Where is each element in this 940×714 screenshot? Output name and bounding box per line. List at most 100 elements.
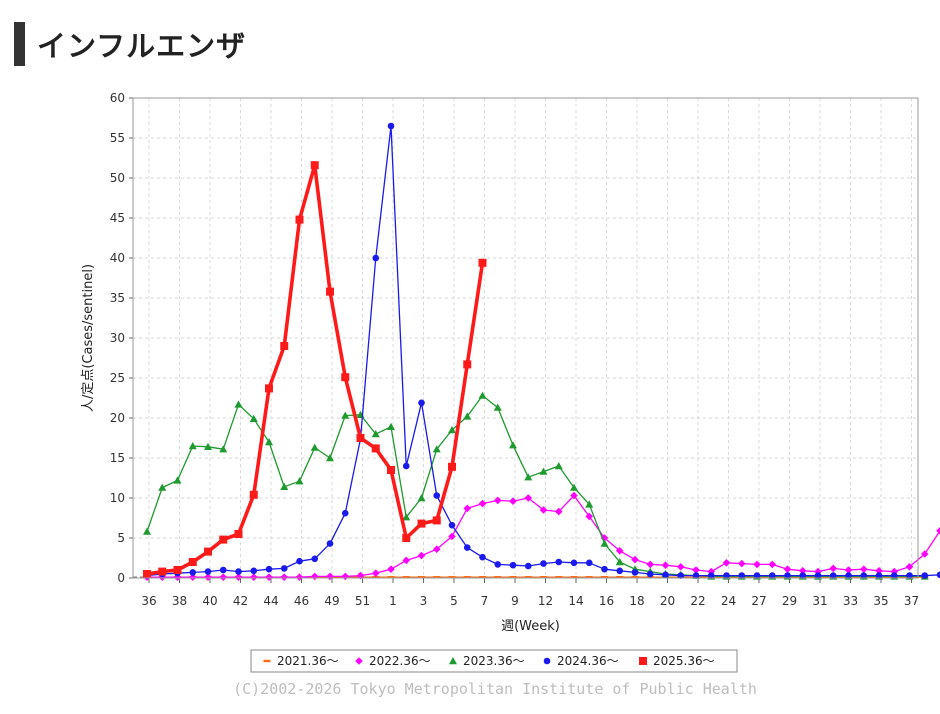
data-point	[570, 483, 578, 491]
data-point	[936, 571, 940, 579]
data-point	[265, 384, 273, 393]
data-point	[936, 527, 940, 535]
data-point	[433, 492, 441, 499]
data-point	[585, 512, 594, 521]
data-point	[478, 499, 487, 508]
legend-marker	[355, 657, 363, 665]
x-tick-label: 44	[263, 594, 278, 608]
x-tick-label: 7	[481, 594, 489, 608]
data-point	[906, 572, 913, 579]
page-title: インフルエンザ	[37, 29, 247, 63]
y-tick-label: 0	[117, 571, 125, 585]
data-point	[158, 483, 167, 491]
data-point	[920, 550, 929, 558]
data-point	[753, 560, 761, 569]
data-point	[677, 572, 685, 579]
y-tick-label: 45	[110, 211, 125, 225]
data-point	[296, 557, 303, 565]
data-point	[555, 576, 563, 579]
x-tick-label: 3	[420, 594, 428, 608]
data-point	[615, 547, 624, 555]
data-point	[387, 576, 395, 579]
data-point	[143, 527, 151, 535]
y-tick-label: 30	[110, 331, 125, 345]
data-point	[173, 566, 182, 574]
series-line	[146, 394, 925, 578]
x-tick-label: 1	[389, 594, 397, 608]
data-point	[601, 565, 608, 573]
data-point	[601, 576, 608, 579]
data-point	[723, 572, 730, 579]
series-202536	[143, 161, 487, 578]
data-point	[646, 560, 655, 569]
data-point	[295, 477, 304, 485]
legend-label: 2021.36〜	[277, 654, 339, 668]
data-point	[432, 445, 441, 453]
data-point	[387, 422, 395, 430]
data-point	[310, 572, 319, 581]
data-point	[204, 442, 212, 450]
x-tick-label: 14	[568, 594, 583, 608]
y-axis-label: 人/定点(Cases/sentinel)	[81, 264, 96, 412]
data-point	[737, 559, 746, 568]
legend-marker	[449, 657, 457, 665]
data-point	[219, 573, 228, 581]
data-point	[478, 391, 487, 399]
data-point	[524, 562, 532, 570]
data-point	[631, 576, 639, 579]
data-point	[616, 576, 624, 579]
series-202436	[143, 122, 940, 579]
x-tick-label: 16	[599, 594, 614, 608]
data-point	[448, 576, 456, 579]
data-point	[249, 414, 258, 422]
data-point	[387, 122, 395, 130]
data-point	[402, 534, 411, 542]
x-tick-label: 9	[511, 594, 519, 608]
data-point	[188, 573, 197, 581]
data-point	[234, 573, 243, 581]
series-line	[146, 163, 485, 576]
data-point	[341, 411, 350, 419]
x-tick-label: 38	[172, 594, 187, 608]
data-point	[798, 567, 807, 575]
data-point	[890, 567, 899, 576]
data-point	[479, 576, 486, 579]
data-point	[433, 576, 441, 579]
data-point	[585, 559, 593, 567]
data-point	[295, 215, 304, 224]
data-point	[829, 572, 837, 579]
legend-marker	[639, 657, 647, 665]
data-point	[326, 287, 334, 296]
data-point	[646, 570, 654, 578]
data-point	[539, 467, 548, 475]
data-point	[188, 558, 197, 566]
chart-series	[143, 122, 940, 581]
data-point	[387, 565, 395, 573]
data-point	[722, 559, 731, 567]
data-point	[554, 507, 563, 516]
data-point	[738, 572, 746, 579]
x-tick-label: 22	[690, 594, 705, 608]
x-tick-label: 40	[202, 594, 217, 608]
data-point	[234, 400, 243, 408]
data-point	[448, 426, 456, 434]
x-tick-label: 49	[324, 594, 339, 608]
legend-label: 2025.36〜	[653, 654, 715, 668]
data-point	[417, 494, 426, 502]
data-point	[555, 558, 563, 566]
legend-label: 2022.36〜	[369, 654, 431, 668]
data-point	[143, 570, 151, 578]
y-axis: 0 5 10 15 20 25 30 35 40 45 50 55 60	[110, 91, 133, 585]
data-point	[463, 544, 471, 551]
data-point	[524, 576, 532, 579]
series-202236	[143, 491, 940, 581]
data-point	[295, 573, 304, 581]
data-point	[372, 576, 380, 579]
copyright-text: (C)2002-2026 Tokyo Metropolitan Institut…	[233, 680, 757, 698]
data-point	[524, 473, 533, 481]
plot-frame	[132, 97, 919, 579]
legend-box	[250, 649, 738, 673]
data-point	[493, 496, 502, 505]
x-tick-label: 20	[660, 594, 675, 608]
data-point	[570, 576, 578, 579]
